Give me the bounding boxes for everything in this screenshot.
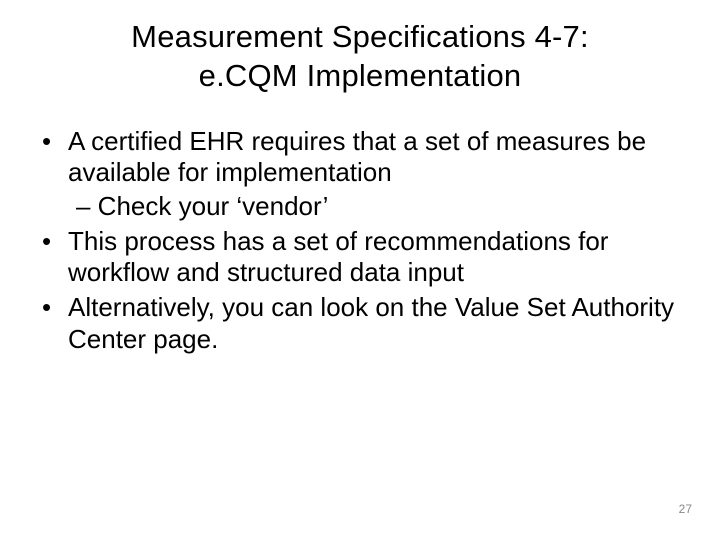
bullet-item: Alternatively, you can look on the Value… <box>38 292 682 355</box>
bullet-text: A certified EHR requires that a set of m… <box>68 126 646 188</box>
bullet-item: This process has a set of recommendation… <box>38 226 682 289</box>
page-number: 27 <box>679 502 692 516</box>
title-line-1: Measurement Specifications 4-7: <box>131 19 589 54</box>
slide-body: A certified EHR requires that a set of m… <box>38 126 682 356</box>
title-line-2: e.CQM Implementation <box>199 58 522 93</box>
bullet-text: Alternatively, you can look on the Value… <box>68 292 674 354</box>
bullet-list: A certified EHR requires that a set of m… <box>38 126 682 356</box>
bullet-text: This process has a set of recommendation… <box>68 226 608 288</box>
bullet-item: A certified EHR requires that a set of m… <box>38 126 682 223</box>
slide-title: Measurement Specifications 4-7: e.CQM Im… <box>38 18 682 96</box>
sub-bullet-text: – Check your ‘vendor’ <box>68 191 682 223</box>
slide: Measurement Specifications 4-7: e.CQM Im… <box>0 0 720 540</box>
